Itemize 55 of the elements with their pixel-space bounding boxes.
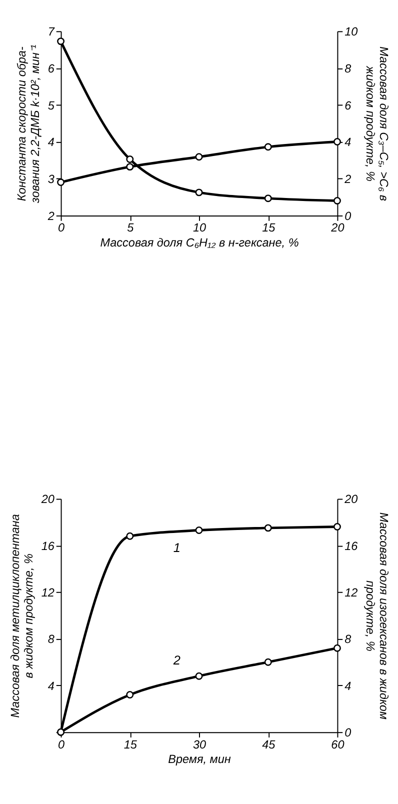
y-tick-label: 5: [48, 99, 55, 112]
y2-tick-label: 2: [344, 173, 352, 186]
x-tick-label: 15: [124, 738, 138, 752]
point: [264, 658, 272, 666]
y2-tick-label: 10: [344, 26, 358, 39]
x-tick-label: 60: [331, 738, 345, 752]
y-tick-label: 3: [48, 173, 55, 186]
point: [57, 178, 65, 186]
y2-tick-label: 6: [344, 99, 352, 112]
point: [126, 691, 134, 698]
y2-tick-label: 4: [344, 680, 352, 693]
x-tick-label: 20: [330, 222, 345, 235]
y-axis-title: Константа скорости обра- зования 2,2-ДМБ k·10², мин⁻¹: [15, 44, 42, 204]
point: [264, 194, 272, 202]
x-tick-label: 0: [58, 222, 65, 235]
y-tick-label: 6: [48, 62, 55, 76]
point: [333, 138, 341, 146]
series-label: 2: [172, 652, 180, 668]
x-tick-label: 0: [58, 738, 65, 752]
y-tick-label: 4: [48, 136, 55, 150]
y2-tick-label: 8: [344, 62, 352, 76]
y-tick-label: 7: [48, 26, 55, 39]
y2-tick-label: 4: [344, 136, 352, 150]
y2-tick-label: 12: [344, 586, 358, 600]
y-tick-label: 12: [41, 586, 55, 600]
y-tick-label: 16: [41, 540, 55, 553]
point: [126, 156, 134, 163]
x-tick-label: 30: [192, 738, 206, 752]
point: [264, 143, 272, 151]
y2-tick-label: 20: [344, 493, 358, 506]
x-axis-title: Время, мин: [168, 752, 232, 766]
x-tick-label: 45: [262, 738, 276, 752]
x-tick-label: 15: [262, 222, 276, 235]
y-tick-label: 20: [40, 493, 55, 506]
x-axis-title: Массовая доля C₆H₁₂ в н-гексане, %: [100, 236, 299, 250]
point: [195, 153, 203, 161]
y2-axis-title: Массовая доля C₃–C₅, >C₆ в жидком продукте, %: [363, 46, 390, 202]
point: [195, 188, 203, 196]
point: [333, 644, 341, 652]
point: [126, 163, 134, 171]
y2-tick-label: 0: [344, 210, 352, 223]
y2-tick-label: 0: [344, 726, 352, 740]
point: [195, 672, 203, 680]
x-tick-label: 5: [127, 222, 134, 235]
y2-axis-title: Массовая доля изогексанов в жидком продукте, %: [363, 512, 390, 720]
y2-tick-label: 8: [344, 633, 352, 646]
point: [333, 196, 341, 204]
series-label: 1: [173, 540, 180, 555]
point: [57, 38, 65, 46]
x-tick-label: 10: [192, 222, 206, 235]
y-tick-label: 4: [48, 680, 55, 693]
y-tick-label: 2: [46, 210, 55, 223]
y2-tick-label: 16: [344, 540, 358, 553]
y-axis-title: Массовая доля метилциклопентана в жидком продукте, %: [8, 514, 36, 718]
y-tick-label: 8: [48, 633, 55, 646]
